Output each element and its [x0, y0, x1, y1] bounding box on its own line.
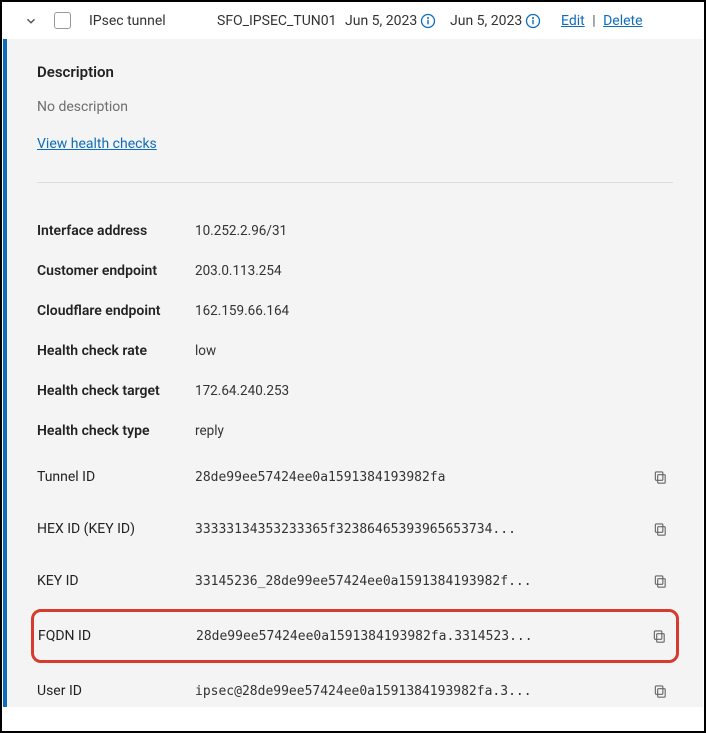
field-value: 203.0.113.254 [195, 263, 673, 279]
field-customer-endpoint: Customer endpoint 203.0.113.254 [37, 251, 673, 291]
field-value: low [195, 343, 673, 359]
field-label: Health check type [37, 423, 195, 439]
field-value: 172.64.240.253 [195, 383, 673, 399]
field-key-id: KEY ID 33145236_28de99ee57424ee0a1591384… [37, 555, 673, 607]
field-label: Tunnel ID [37, 469, 195, 485]
field-label: Health check target [37, 383, 195, 399]
field-label: Interface address [37, 223, 195, 239]
field-user-id: User ID ipsec@28de99ee57424ee0a159138419… [37, 665, 673, 717]
field-label: KEY ID [37, 573, 195, 589]
copy-icon[interactable] [647, 522, 673, 537]
field-label: User ID [37, 683, 195, 699]
tunnel-name: SFO_IPSEC_TUN01 [217, 13, 345, 29]
modified-date: Jun 5, 2023 [450, 13, 525, 29]
field-value: ipsec@28de99ee57424ee0a1591384193982fa.3… [195, 684, 647, 699]
field-label: Health check rate [37, 343, 195, 359]
field-health-check-type: Health check type reply [37, 411, 673, 451]
field-label: FQDN ID [38, 628, 196, 644]
field-value: 33333134353233365f32386465393965653734..… [195, 522, 647, 537]
field-health-check-target: Health check target 172.64.240.253 [37, 371, 673, 411]
field-interface-address: Interface address 10.252.2.96/31 [37, 211, 673, 251]
delete-link[interactable]: Delete [603, 13, 642, 29]
action-separator: | [592, 13, 595, 29]
field-tunnel-id: Tunnel ID 28de99ee57424ee0a1591384193982… [37, 451, 673, 503]
field-value: 33145236_28de99ee57424ee0a1591384193982f… [195, 574, 647, 589]
divider [37, 182, 673, 183]
view-health-checks-link[interactable]: View health checks [37, 136, 157, 152]
info-icon[interactable] [525, 13, 555, 29]
fqdn-highlight: FQDN ID 28de99ee57424ee0a1591384193982fa… [31, 609, 679, 663]
field-label: Customer endpoint [37, 263, 195, 279]
field-fqdn-id: FQDN ID 28de99ee57424ee0a1591384193982fa… [38, 614, 672, 658]
field-value: 162.159.66.164 [195, 303, 673, 319]
field-value: 10.252.2.96/31 [195, 223, 673, 239]
copy-icon[interactable] [647, 470, 673, 485]
field-label: HEX ID (KEY ID) [37, 521, 195, 537]
field-hex-id: HEX ID (KEY ID) 33333134353233365f323864… [37, 503, 673, 555]
description-heading: Description [37, 63, 673, 81]
edit-link[interactable]: Edit [561, 13, 585, 29]
no-description-text: No description [37, 99, 673, 115]
tunnel-type: IPsec tunnel [89, 13, 217, 29]
copy-icon[interactable] [646, 629, 672, 644]
tunnel-row: IPsec tunnel SFO_IPSEC_TUN01 Jun 5, 2023… [2, 2, 704, 39]
field-value: 28de99ee57424ee0a1591384193982fa.3314523… [196, 629, 646, 644]
tunnel-detail-panel: Description No description View health c… [3, 39, 703, 707]
field-health-check-rate: Health check rate low [37, 331, 673, 371]
row-checkbox[interactable] [54, 12, 71, 29]
created-date: Jun 5, 2023 [345, 13, 420, 29]
field-label: Cloudflare endpoint [37, 303, 195, 319]
field-value: 28de99ee57424ee0a1591384193982fa [195, 470, 647, 485]
field-cloudflare-endpoint: Cloudflare endpoint 162.159.66.164 [37, 291, 673, 331]
row-actions: Edit | Delete [561, 13, 643, 29]
info-icon[interactable] [420, 13, 450, 29]
copy-icon[interactable] [647, 684, 673, 699]
copy-icon[interactable] [647, 574, 673, 589]
field-value: reply [195, 423, 673, 439]
expand-chevron-icon[interactable] [24, 14, 40, 28]
